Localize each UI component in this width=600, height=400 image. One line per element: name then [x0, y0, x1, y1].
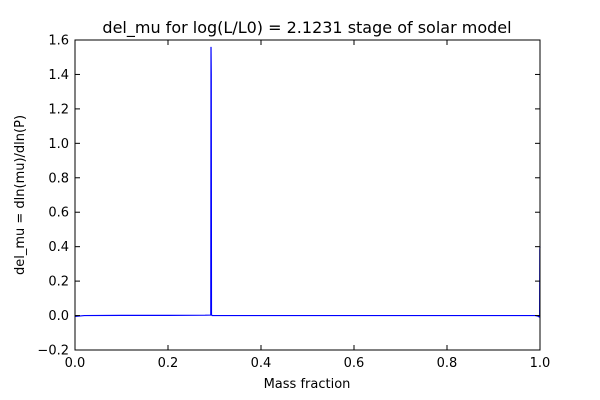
- plot-area: 0.0 0.2 0.4 0.6 0.8 1.0 −0.20.00.20.40.60.81.…: [37, 34, 550, 372]
- x-tick-label: 0.2: [158, 356, 179, 371]
- plot-frame: [75, 40, 540, 350]
- y-tick-label: 0.0: [48, 309, 69, 324]
- y-tick-label: 0.8: [48, 171, 69, 186]
- x-tick-label: 0.6: [344, 356, 365, 371]
- y-tick-label: 1.2: [48, 102, 69, 117]
- y-tick-label: 0.4: [48, 240, 69, 255]
- y-tick-label: 0.2: [48, 275, 69, 290]
- series-layer: [74, 46, 541, 318]
- series-line-1: [74, 46, 541, 318]
- y-tick-label: 1.6: [48, 34, 69, 49]
- x-tick-label: 0.0: [65, 356, 86, 371]
- y-tick-label: 0.6: [48, 206, 69, 221]
- y-axis-ticks: −0.2 0.0 0.2 0.4 0.6 0.8 1.0 1.2 1.4 1.6: [37, 34, 540, 359]
- axes-border: [74, 39, 541, 351]
- x-axis-label: Mass fraction: [264, 377, 351, 392]
- y-tick-label: 1.0: [48, 137, 69, 152]
- y-tick-label: 1.4: [48, 68, 69, 83]
- x-tick-label: 1.0: [530, 356, 551, 371]
- y-axis-label: del_mu = dln(mu)/dln(P): [13, 115, 28, 275]
- chart-title: del_mu for log(L/L0) = 2.1231 stage of s…: [102, 18, 511, 38]
- y-tick-label: −0.2: [37, 344, 69, 359]
- x-tick-label: 0.8: [437, 356, 458, 371]
- x-axis-ticks: 0.0 0.2 0.4 0.6 0.8 1.0: [65, 40, 551, 371]
- x-tick-label: 0.4: [251, 356, 272, 371]
